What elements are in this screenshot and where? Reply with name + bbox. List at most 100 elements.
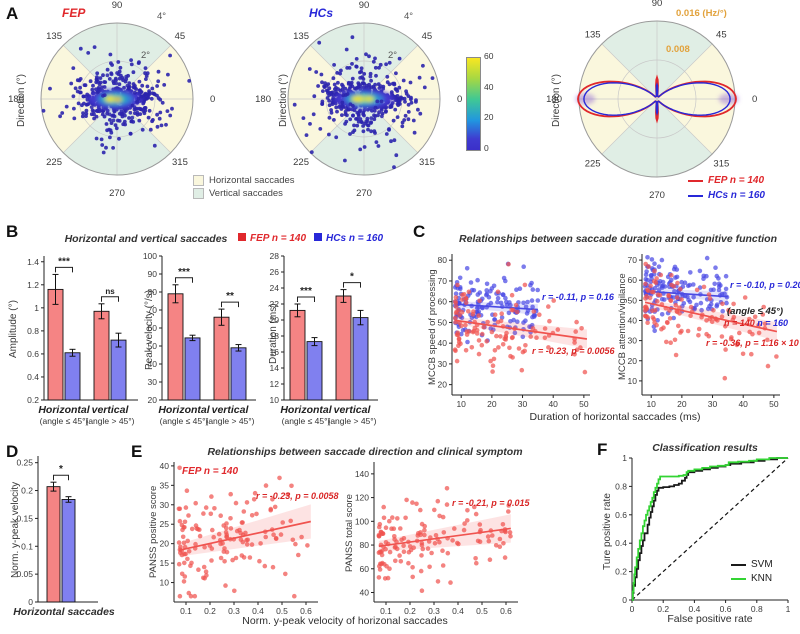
svg-text:10: 10	[270, 395, 280, 405]
svg-text:0.4: 0.4	[252, 606, 264, 616]
svg-text:10: 10	[628, 376, 638, 386]
svg-text:270: 270	[356, 188, 372, 199]
rate-tip-glow	[575, 93, 739, 105]
points-FEP-n-140	[176, 465, 311, 599]
svg-text:0.6: 0.6	[720, 604, 732, 614]
svg-text:10: 10	[646, 399, 656, 409]
svg-text:30: 30	[148, 377, 158, 387]
svg-text:0.8: 0.8	[27, 326, 39, 336]
colorbar-tick-0: 0	[484, 143, 489, 153]
svg-text:20: 20	[487, 399, 497, 409]
roc-chart: 0 0.2 0.4 0.6 0.8 1 0 0.2 0.4 0.6 0.8 1	[615, 453, 790, 614]
vertical-saccades-label: Vertical saccades	[209, 188, 283, 199]
panel-c-title: Relationships between saccade duration a…	[459, 233, 777, 245]
panel-c-letter: C	[413, 222, 426, 241]
svg-text:0.15: 0.15	[16, 513, 33, 523]
density-hotspot-A_fep	[88, 89, 142, 109]
annotation-speed-hcs: r = -0.11, p = 0.16	[542, 292, 614, 302]
panel-b-title: Horizontal and vertical saccades	[64, 233, 228, 245]
svg-text:0.8: 0.8	[615, 481, 627, 491]
svg-text:20: 20	[148, 395, 158, 405]
legend-fep-line: FEP n = 140	[688, 175, 764, 186]
bar-chart-B_velocity: 20 30 40 50 60 70 80 90 100 *** Horizontal(angle ≤…	[143, 251, 256, 426]
polar-base: 0 45 90 135 180 225 270 315	[546, 0, 757, 201]
svg-text:0.6: 0.6	[300, 606, 312, 616]
svg-text:1: 1	[34, 303, 39, 313]
svg-text:0.3: 0.3	[428, 606, 440, 616]
svg-text:315: 315	[419, 157, 435, 168]
tpr-axis-label: Ture positive rate	[602, 493, 613, 570]
legend-horizontal-saccades: Horizontal saccades	[193, 175, 295, 186]
scatter-chart-E_total: 40 60 80 100 120 140 0.1 0.2 0.3 0.4 0.5 0.6	[355, 462, 518, 616]
points-FEP-n-140	[642, 261, 779, 381]
svg-text:0.2: 0.2	[204, 606, 216, 616]
svg-text:20: 20	[160, 539, 170, 549]
panel-a-letter: A	[6, 4, 19, 23]
svg-text:80: 80	[438, 255, 448, 265]
svg-text:90: 90	[112, 0, 123, 11]
scatter-chart-C_attention: 10 20 30 40 50 60 70 10 20 30 40 50	[628, 254, 780, 409]
hcs-line-label: HCs n = 160	[708, 190, 765, 201]
rate-tick-0016: 0.016 (Hz/°)	[676, 8, 727, 19]
svg-text:45: 45	[422, 31, 433, 42]
svg-text:30: 30	[518, 399, 528, 409]
svg-text:***: ***	[178, 267, 190, 278]
scatter-points-top-A_fep	[89, 71, 144, 123]
svg-text:16: 16	[270, 347, 280, 357]
svg-text:100: 100	[355, 516, 369, 526]
svg-text:***: ***	[58, 256, 70, 267]
hcs-line-swatch	[688, 194, 703, 197]
panel-f-title: Classification results	[652, 442, 758, 454]
svg-text:0.4: 0.4	[27, 372, 39, 382]
knn-line-swatch	[731, 577, 746, 580]
svg-text:20: 20	[628, 356, 638, 366]
svg-text:100: 100	[143, 251, 157, 261]
scatter-chart-C_speed: 20 30 40 50 60 70 80 10 20 30 40 50	[438, 254, 590, 409]
svg-text:70: 70	[438, 276, 448, 286]
svg-text:28: 28	[270, 251, 280, 261]
roc-curve-knn	[631, 457, 788, 601]
bar-chart-B_amplitude: 0.2 0.4 0.6 0.8 1 1.2 1.4 *** Horizontal(angle ≤…	[27, 256, 138, 426]
svg-text:225: 225	[46, 157, 62, 168]
annotation-speed-fep: r = -0.23, p = 0.0056	[532, 346, 615, 356]
ring-label-4deg-fep: 4°	[157, 11, 167, 22]
svg-text:60: 60	[148, 323, 158, 333]
svg-text:50: 50	[579, 399, 589, 409]
svg-text:0.2: 0.2	[21, 486, 33, 496]
svg-text:0: 0	[752, 94, 757, 105]
svg-text:0.4: 0.4	[688, 604, 700, 614]
rate-curve	[583, 82, 731, 116]
chance-diagonal	[631, 457, 789, 601]
panel-e-title: Relationships between saccade direction …	[207, 446, 523, 458]
amplitude-axis-label: Amplitude (°)	[8, 300, 19, 358]
svg-text:35: 35	[160, 480, 170, 490]
panel-b-legend: FEP n = 140 HCs n = 160	[238, 233, 383, 244]
svg-text:0.6: 0.6	[615, 510, 627, 520]
points-FEP-n-140	[452, 261, 588, 375]
svg-text:26: 26	[270, 267, 280, 277]
svg-text:20: 20	[677, 399, 687, 409]
svg-text:0.5: 0.5	[276, 606, 288, 616]
svg-text:40: 40	[438, 338, 448, 348]
svg-text:**: **	[226, 291, 234, 302]
annotation-sample-sizes: n = 140 n = 160	[724, 318, 788, 328]
legend-svm: SVM	[731, 559, 773, 570]
duration-axis-label: Duration (ms)	[268, 303, 279, 364]
horizontal-saccades-label: Horizontal saccades	[209, 175, 295, 186]
svg-text:60: 60	[628, 275, 638, 285]
svg-text:0: 0	[457, 94, 462, 105]
svg-text:15: 15	[160, 558, 170, 568]
svg-text:18: 18	[270, 331, 280, 341]
fep-plot-title: FEP	[62, 6, 86, 20]
svg-text:180: 180	[255, 94, 271, 105]
vertical-saccades-swatch	[193, 188, 204, 199]
svg-text:1.2: 1.2	[27, 280, 39, 290]
panel-b-letter: B	[6, 222, 19, 241]
annotation-total-fep: r = -0.21, p = 0.015	[452, 498, 530, 508]
svm-label: SVM	[751, 559, 773, 570]
svg-text:135: 135	[585, 30, 601, 41]
svg-text:24: 24	[270, 283, 280, 293]
svg-text:(angle ≤ 45°): (angle ≤ 45°)	[160, 416, 209, 426]
